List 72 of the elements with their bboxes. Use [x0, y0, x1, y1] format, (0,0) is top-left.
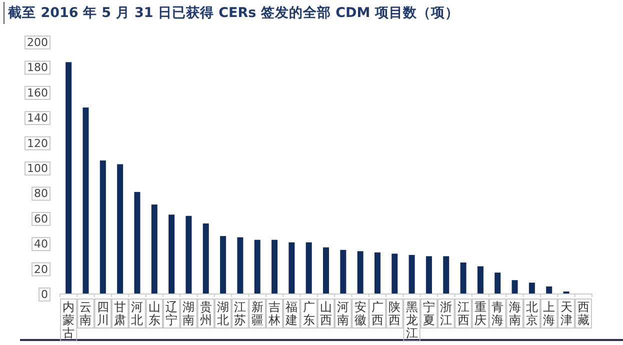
y-tick-label: 140: [27, 112, 48, 125]
x-tick-label: 吉林: [268, 300, 281, 327]
x-tick-label: 河北: [131, 300, 144, 327]
x-tick-label: 福建: [284, 300, 298, 327]
bar: [288, 242, 295, 294]
y-tick-label: 100: [27, 162, 48, 175]
x-tick-label: 天津: [560, 300, 572, 327]
bar: [477, 266, 484, 294]
x-tick-label: 广西: [371, 300, 384, 327]
x-tick-label: 上海: [543, 300, 556, 327]
x-tick-label: 浙江: [440, 300, 452, 327]
y-tick-label: 180: [27, 61, 48, 74]
x-tick-label: 江西: [457, 300, 470, 327]
bar: [254, 240, 260, 294]
bar: [494, 272, 501, 294]
x-tick-label: 陕西: [388, 300, 401, 327]
bar: [443, 256, 450, 294]
x-tick-label: 青海: [492, 300, 504, 327]
bar: [408, 254, 415, 294]
y-tick-label: 200: [27, 36, 48, 49]
y-tick-label: 20: [34, 262, 48, 276]
y-tick-label: 40: [34, 238, 48, 251]
x-tick-label: 西藏: [577, 300, 590, 327]
x-tick-label: 云南: [80, 300, 92, 327]
bar: [100, 160, 106, 294]
bar: [392, 254, 398, 294]
x-tick-label: 重庆: [474, 300, 486, 327]
x-tick-label: 山东: [148, 300, 160, 327]
bar: [220, 236, 226, 294]
x-tick-label: 山西: [320, 300, 332, 327]
chart-title: 截至 2016 年 5 月 31 日已获得 CERs 签发的全部 CDM 项目数（项）: [7, 4, 459, 21]
bar: [357, 251, 364, 294]
bar: [426, 256, 432, 294]
bar: [512, 280, 518, 294]
y-tick-label: 80: [34, 187, 48, 200]
x-tick-label: 广东: [302, 300, 315, 327]
x-tick-label: 贵州: [200, 300, 212, 327]
bar: [374, 252, 380, 294]
bar: [134, 192, 140, 294]
bar: [151, 204, 158, 294]
x-tick-label: 湖南: [182, 300, 195, 327]
bar: [340, 250, 346, 294]
x-tick-label: 北京: [526, 300, 538, 327]
bar: [82, 108, 89, 294]
x-tick-label: 河南: [337, 300, 350, 327]
x-tick-label: 江苏: [234, 300, 246, 327]
x-tick-label: 安徽: [354, 300, 366, 327]
bar: [168, 214, 175, 294]
bar: [528, 282, 535, 294]
x-tick-label: 湖北: [217, 300, 230, 327]
bar: [306, 242, 312, 294]
bar: [460, 262, 466, 294]
x-tick-label: 黑龙江: [406, 300, 418, 340]
x-tick-label: 甘肃: [114, 300, 126, 327]
bar: [202, 223, 209, 294]
x-tick-label: 新疆: [251, 300, 264, 327]
bar: [237, 237, 244, 294]
y-tick-label: 120: [27, 136, 48, 150]
bar: [323, 247, 329, 294]
x-tick-label: 四川: [96, 300, 109, 327]
y-tick-label: 60: [34, 212, 48, 226]
bar: [272, 240, 278, 294]
y-tick-label: 160: [27, 86, 48, 100]
x-tick-label: 辽宁: [166, 300, 178, 327]
bar: [186, 216, 192, 294]
x-tick-label: 宁夏: [422, 300, 435, 327]
y-tick-label: 0: [41, 288, 48, 301]
bar: [546, 286, 552, 294]
x-tick-label: 海南: [508, 300, 521, 327]
bar: [117, 164, 124, 294]
x-tick-label: 内蒙古: [62, 300, 75, 340]
bar: [66, 62, 72, 294]
